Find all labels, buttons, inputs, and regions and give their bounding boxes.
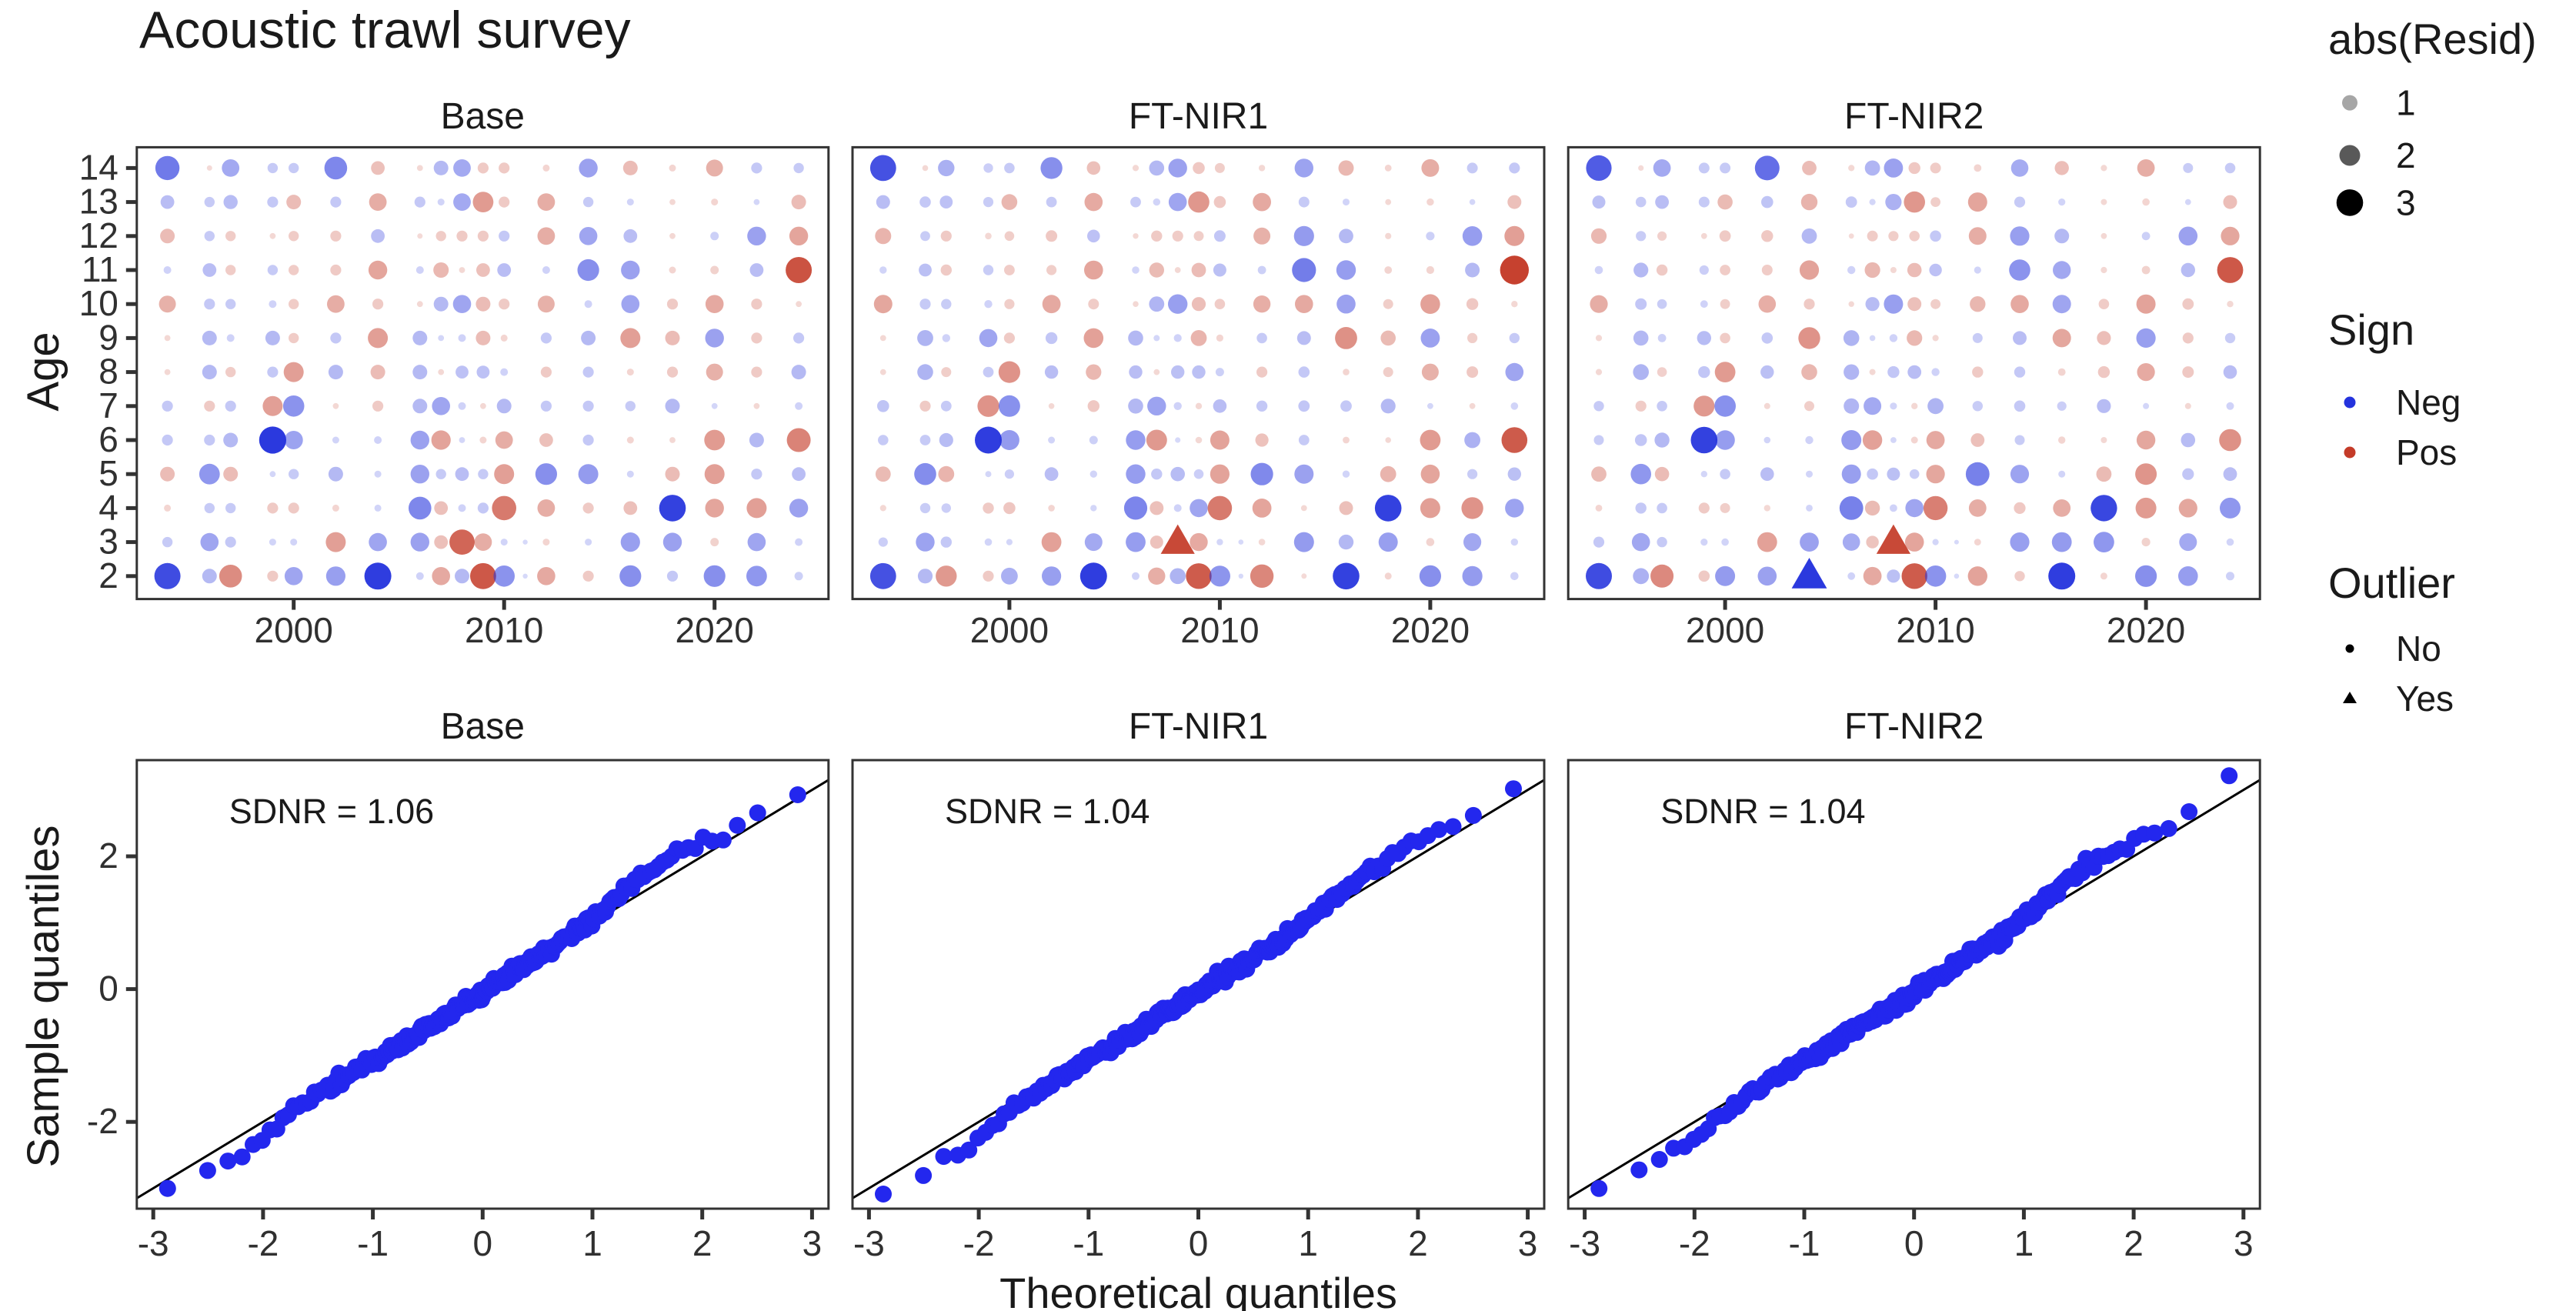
svg-text:-3: -3 bbox=[853, 1223, 885, 1263]
svg-text:-3: -3 bbox=[138, 1223, 169, 1263]
svg-text:Sample quantiles: Sample quantiles bbox=[18, 826, 68, 1168]
svg-text:12: 12 bbox=[79, 215, 118, 255]
svg-text:Neg: Neg bbox=[2396, 382, 2461, 422]
svg-text:4: 4 bbox=[98, 487, 118, 527]
svg-text:3: 3 bbox=[802, 1223, 823, 1263]
svg-text:-2: -2 bbox=[247, 1223, 279, 1263]
svg-text:Outlier: Outlier bbox=[2328, 559, 2455, 607]
svg-text:2: 2 bbox=[692, 1223, 712, 1263]
svg-text:SDNR = 1.04: SDNR = 1.04 bbox=[945, 792, 1150, 831]
svg-text:Sign: Sign bbox=[2328, 305, 2414, 354]
svg-text:2: 2 bbox=[98, 555, 118, 595]
svg-text:-3: -3 bbox=[1569, 1223, 1600, 1263]
svg-text:2: 2 bbox=[2396, 135, 2416, 175]
svg-text:FT-NIR2: FT-NIR2 bbox=[1844, 96, 1984, 137]
svg-text:8: 8 bbox=[98, 352, 118, 392]
svg-text:2010: 2010 bbox=[1896, 610, 1974, 650]
svg-text:0: 0 bbox=[98, 969, 118, 1009]
svg-text:2000: 2000 bbox=[255, 610, 333, 650]
svg-text:2000: 2000 bbox=[1686, 610, 1764, 650]
svg-text:-2: -2 bbox=[963, 1223, 995, 1263]
svg-text:2010: 2010 bbox=[465, 610, 543, 650]
svg-text:3: 3 bbox=[1518, 1223, 1538, 1263]
svg-text:14: 14 bbox=[79, 147, 118, 187]
svg-text:No: No bbox=[2396, 629, 2441, 669]
svg-text:-1: -1 bbox=[1073, 1223, 1104, 1263]
svg-text:Pos: Pos bbox=[2396, 432, 2457, 472]
svg-text:3: 3 bbox=[2234, 1223, 2254, 1263]
svg-text:1: 1 bbox=[2014, 1223, 2034, 1263]
svg-text:Age: Age bbox=[18, 332, 68, 411]
svg-text:FT-NIR2: FT-NIR2 bbox=[1844, 706, 1984, 747]
svg-text:1: 1 bbox=[582, 1223, 602, 1263]
svg-text:0: 0 bbox=[1189, 1223, 1209, 1263]
svg-text:1: 1 bbox=[2396, 83, 2416, 123]
svg-text:-1: -1 bbox=[357, 1223, 389, 1263]
svg-text:2010: 2010 bbox=[1180, 610, 1259, 650]
svg-text:2020: 2020 bbox=[676, 610, 754, 650]
svg-text:-2: -2 bbox=[1679, 1223, 1710, 1263]
svg-text:6: 6 bbox=[98, 419, 118, 459]
svg-text:0: 0 bbox=[1904, 1223, 1924, 1263]
svg-text:Base: Base bbox=[441, 706, 525, 747]
svg-text:SDNR = 1.06: SDNR = 1.06 bbox=[229, 792, 434, 831]
svg-text:Theoretical quantiles: Theoretical quantiles bbox=[999, 1269, 1397, 1311]
svg-text:-2: -2 bbox=[87, 1101, 118, 1141]
svg-text:11: 11 bbox=[82, 249, 118, 289]
svg-text:0: 0 bbox=[473, 1223, 493, 1263]
svg-text:Base: Base bbox=[441, 96, 525, 137]
svg-text:FT-NIR1: FT-NIR1 bbox=[1129, 96, 1268, 137]
svg-text:10: 10 bbox=[79, 283, 118, 323]
svg-text:2: 2 bbox=[1408, 1223, 1428, 1263]
svg-text:2: 2 bbox=[98, 836, 118, 876]
svg-text:5: 5 bbox=[98, 453, 118, 493]
svg-text:13: 13 bbox=[79, 182, 118, 222]
svg-text:Yes: Yes bbox=[2396, 679, 2454, 719]
svg-text:3: 3 bbox=[98, 522, 118, 562]
svg-text:FT-NIR1: FT-NIR1 bbox=[1129, 706, 1268, 747]
svg-text:2020: 2020 bbox=[2107, 610, 2185, 650]
svg-text:2: 2 bbox=[2124, 1223, 2144, 1263]
svg-text:9: 9 bbox=[98, 317, 118, 357]
svg-text:Acoustic trawl survey: Acoustic trawl survey bbox=[139, 1, 631, 59]
svg-text:7: 7 bbox=[98, 385, 118, 425]
svg-text:1: 1 bbox=[1298, 1223, 1318, 1263]
svg-text:3: 3 bbox=[2396, 182, 2416, 222]
svg-text:-1: -1 bbox=[1789, 1223, 1820, 1263]
svg-text:2000: 2000 bbox=[970, 610, 1049, 650]
svg-text:2020: 2020 bbox=[1391, 610, 1470, 650]
svg-text:abs(Resid): abs(Resid) bbox=[2328, 15, 2537, 63]
svg-text:SDNR = 1.04: SDNR = 1.04 bbox=[1660, 792, 1865, 831]
